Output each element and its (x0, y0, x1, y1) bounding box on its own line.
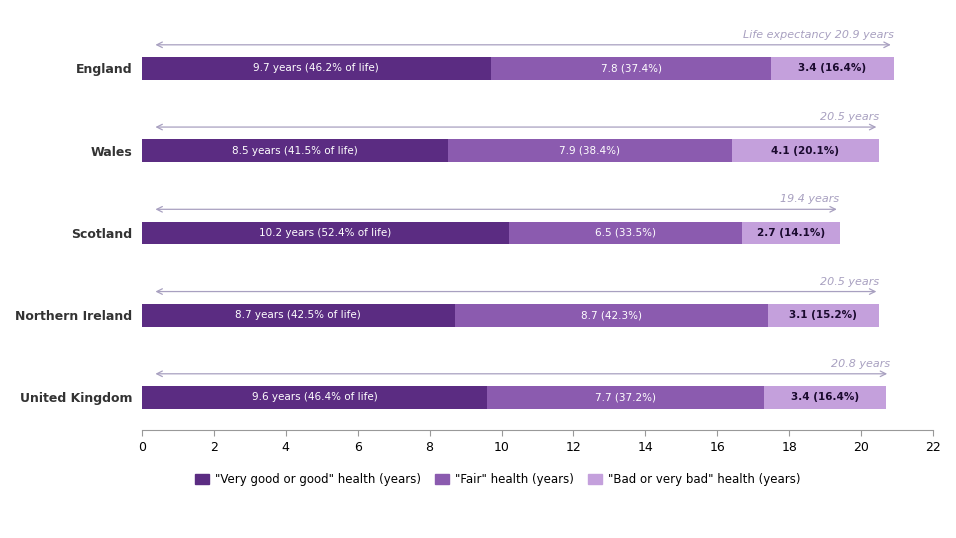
Bar (141, 386, 488, 409)
Text: 9.7 years (46.2% of life): 9.7 years (46.2% of life) (253, 63, 380, 74)
Bar (509, 222, 743, 244)
Text: 7.8 (37.4%): 7.8 (37.4%) (600, 63, 662, 74)
Bar (490, 57, 771, 80)
Text: 8.7 (42.3%): 8.7 (42.3%) (580, 310, 641, 320)
Text: 8.5 years (41.5% of life): 8.5 years (41.5% of life) (232, 146, 358, 155)
Text: 20.5 years: 20.5 years (820, 112, 880, 122)
Text: 20.5 years: 20.5 years (820, 277, 880, 287)
Bar (141, 222, 509, 244)
Text: 3.4 (16.4%): 3.4 (16.4%) (792, 392, 859, 402)
Text: 7.7 (37.2%): 7.7 (37.2%) (595, 392, 656, 402)
Bar (455, 304, 768, 327)
Bar (743, 222, 839, 244)
Text: 9.6 years (46.4% of life): 9.6 years (46.4% of life) (251, 392, 378, 402)
Text: 7.9 (38.4%): 7.9 (38.4%) (559, 146, 620, 155)
Text: 4.1 (20.1%): 4.1 (20.1%) (771, 146, 839, 155)
Text: 6.5 (33.5%): 6.5 (33.5%) (595, 228, 656, 238)
Text: 3.4 (16.4%): 3.4 (16.4%) (798, 63, 866, 74)
Bar (141, 57, 490, 80)
Bar (488, 386, 764, 409)
Legend: "Very good or good" health (years), "Fair" health (years), "Bad or very bad" hea: "Very good or good" health (years), "Fai… (190, 469, 806, 491)
Text: 8.7 years (42.5% of life): 8.7 years (42.5% of life) (235, 310, 361, 320)
Text: 2.7 (14.1%): 2.7 (14.1%) (757, 228, 825, 238)
Bar (768, 304, 880, 327)
Text: 20.8 years: 20.8 years (831, 359, 890, 369)
Bar (141, 139, 447, 162)
Bar (764, 386, 886, 409)
Bar (731, 139, 880, 162)
Bar (771, 57, 894, 80)
Bar (447, 139, 731, 162)
Text: 10.2 years (52.4% of life): 10.2 years (52.4% of life) (259, 228, 391, 238)
Text: 19.4 years: 19.4 years (780, 194, 839, 204)
Text: Life expectancy 20.9 years: Life expectancy 20.9 years (743, 30, 894, 40)
Text: 3.1 (15.2%): 3.1 (15.2%) (790, 310, 858, 320)
Bar (141, 304, 455, 327)
